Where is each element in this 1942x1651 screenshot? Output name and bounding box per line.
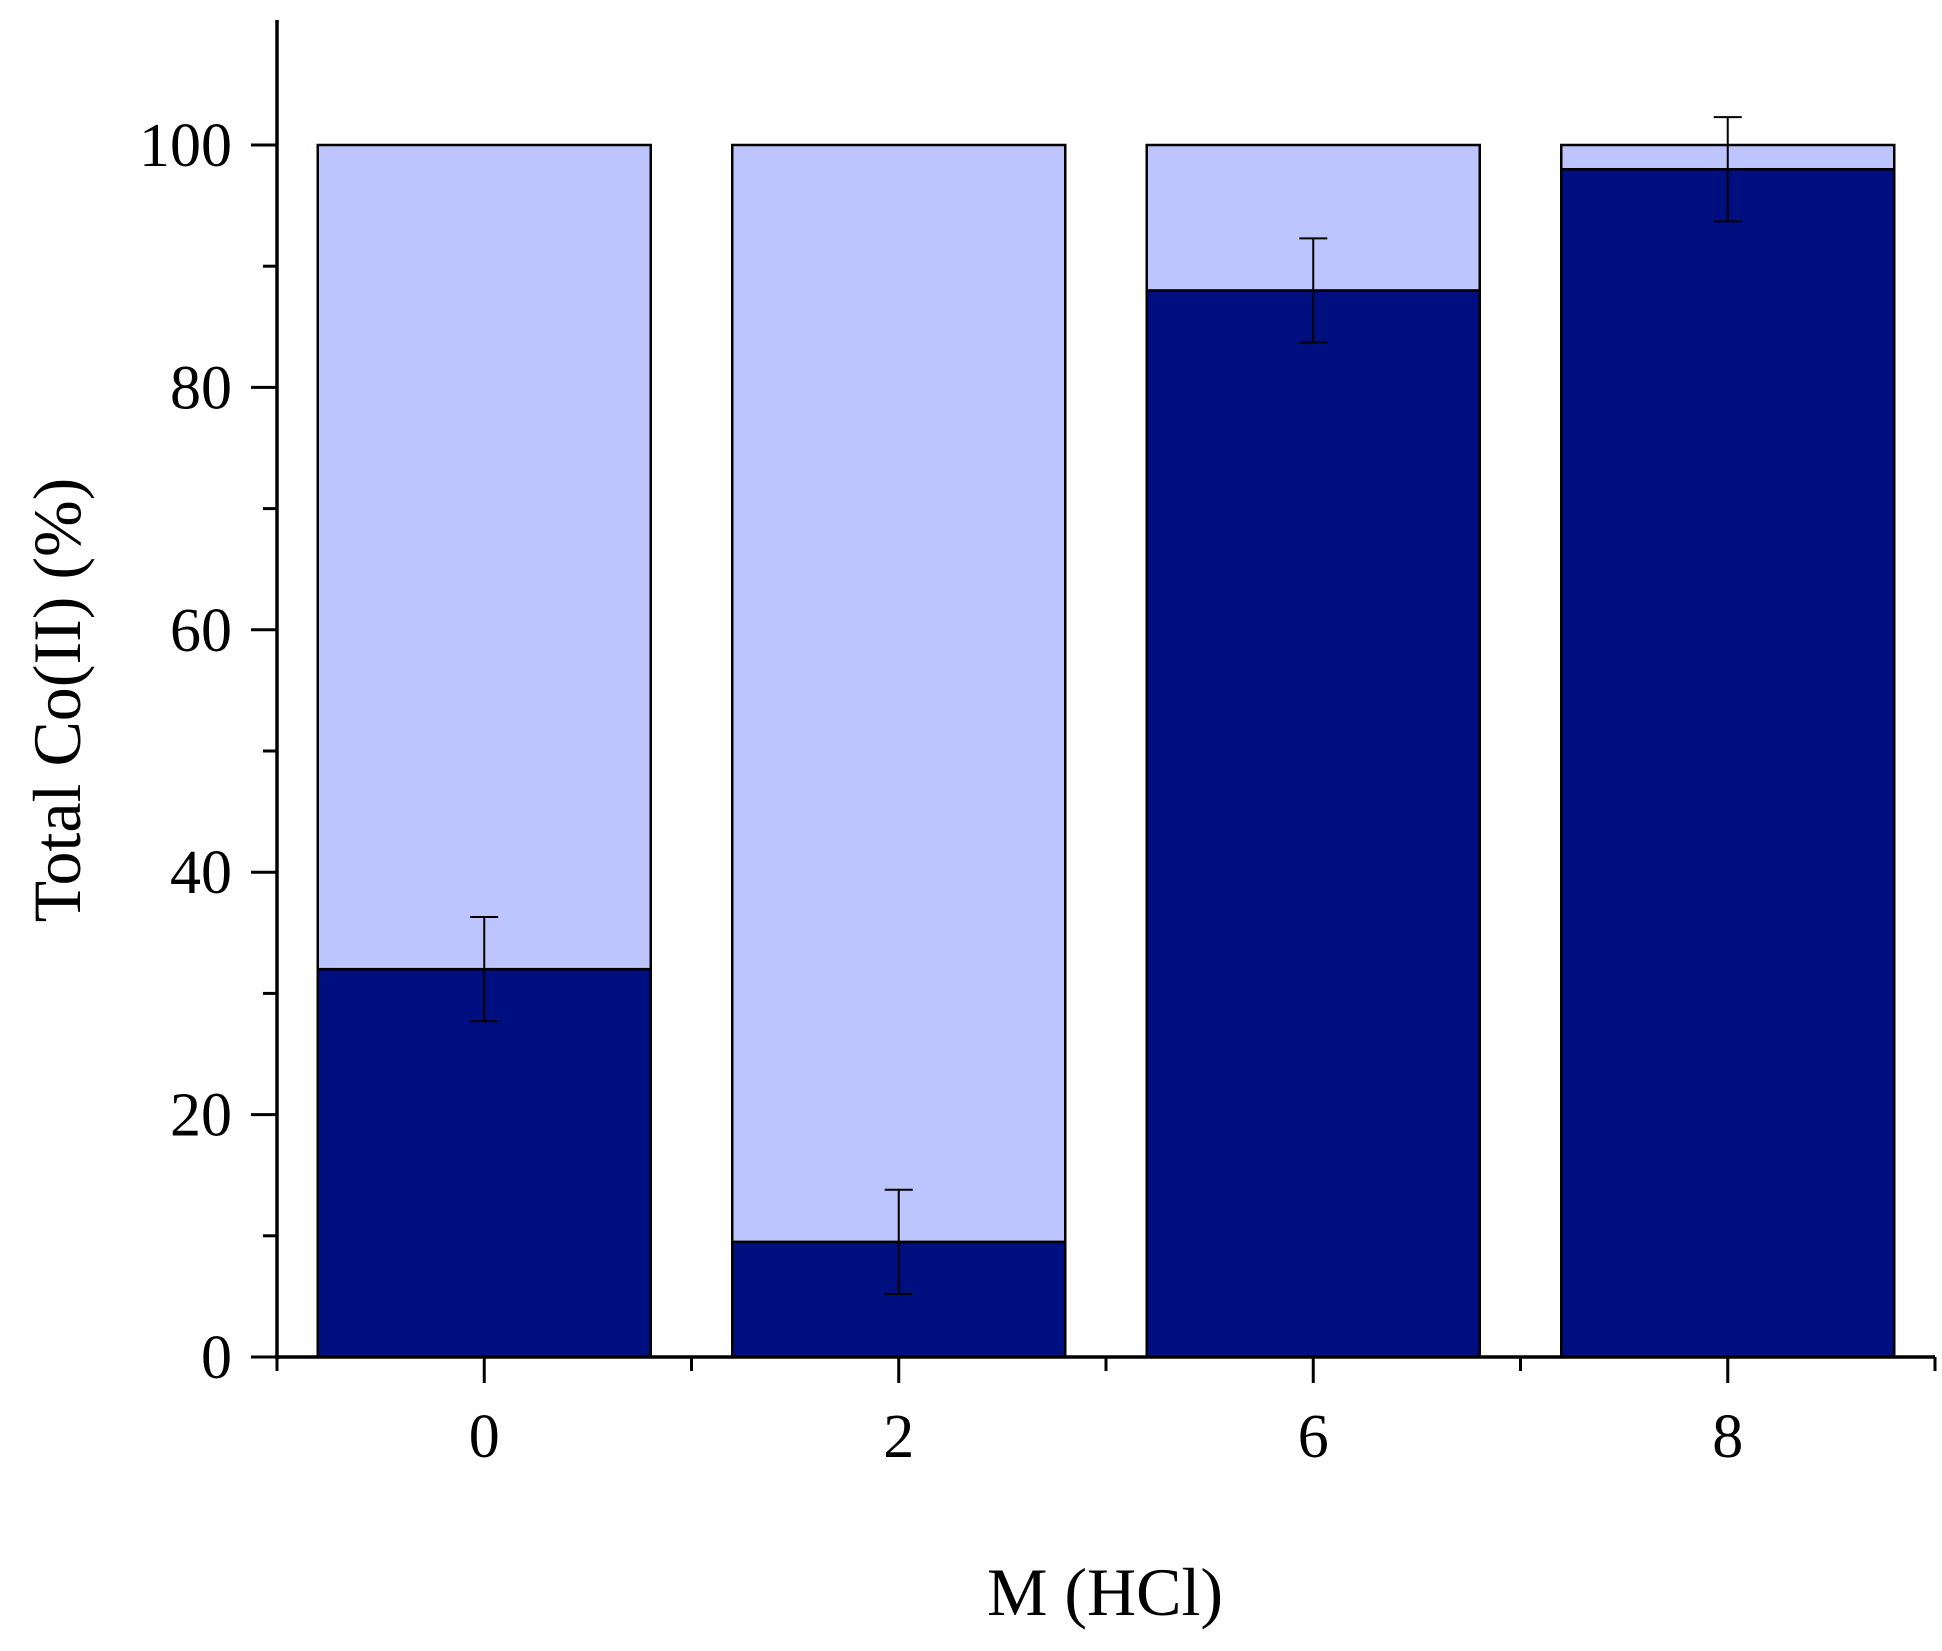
x-tick-label-8: 8 — [1712, 1403, 1743, 1471]
y-tick-label-0: 0 — [201, 1324, 232, 1392]
y-tick-label-80: 80 — [170, 354, 232, 422]
y-tick-label-100: 100 — [139, 112, 232, 180]
y-tick-label-20: 20 — [170, 1082, 232, 1150]
error-bars-layer — [470, 116, 1742, 1295]
y-tick-label-40: 40 — [170, 839, 232, 907]
x-axis-title: M (HCl) — [987, 1554, 1223, 1630]
bar-6-series-1 — [1145, 289, 1481, 1359]
bar-8-series-1 — [1560, 167, 1896, 1359]
bar-2-series-2 — [731, 143, 1067, 1244]
y-axis-title: Total Co(II) (%) — [19, 478, 95, 923]
x-tick-label-6: 6 — [1298, 1403, 1329, 1471]
x-tick-label-0: 0 — [469, 1403, 500, 1471]
labels-layer: M (HCl) Total Co(II) (%) 0 2 6 802040608010… — [19, 112, 1743, 1630]
y-tick-label-60: 60 — [170, 597, 232, 665]
bar-0-series-1 — [316, 967, 652, 1359]
bar-0-series-2 — [316, 143, 652, 971]
bars-layer — [316, 143, 1896, 1359]
x-tick-label-2: 2 — [883, 1403, 914, 1471]
axes-layer — [251, 20, 1937, 1383]
